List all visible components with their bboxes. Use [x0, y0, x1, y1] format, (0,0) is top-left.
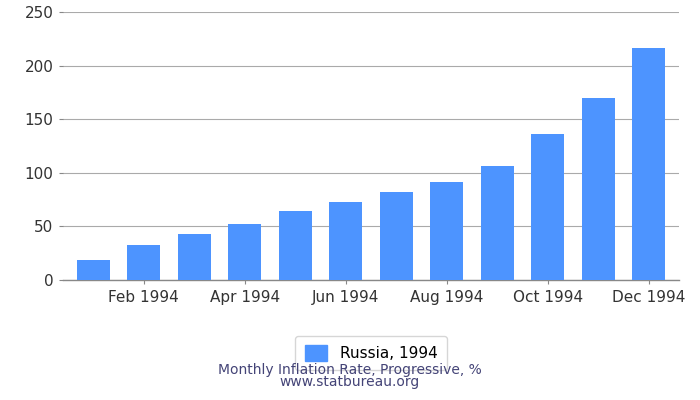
- Bar: [632, 48, 665, 280]
- Bar: [127, 245, 160, 280]
- Bar: [228, 224, 261, 280]
- Bar: [531, 134, 564, 280]
- Bar: [380, 192, 413, 280]
- Bar: [582, 98, 615, 280]
- Bar: [430, 182, 463, 280]
- Bar: [481, 166, 514, 280]
- Bar: [279, 211, 312, 280]
- Bar: [329, 202, 362, 280]
- Bar: [77, 260, 110, 280]
- Legend: Russia, 1994: Russia, 1994: [295, 336, 447, 370]
- Bar: [178, 234, 211, 280]
- Text: www.statbureau.org: www.statbureau.org: [280, 375, 420, 389]
- Text: Monthly Inflation Rate, Progressive, %: Monthly Inflation Rate, Progressive, %: [218, 363, 482, 377]
